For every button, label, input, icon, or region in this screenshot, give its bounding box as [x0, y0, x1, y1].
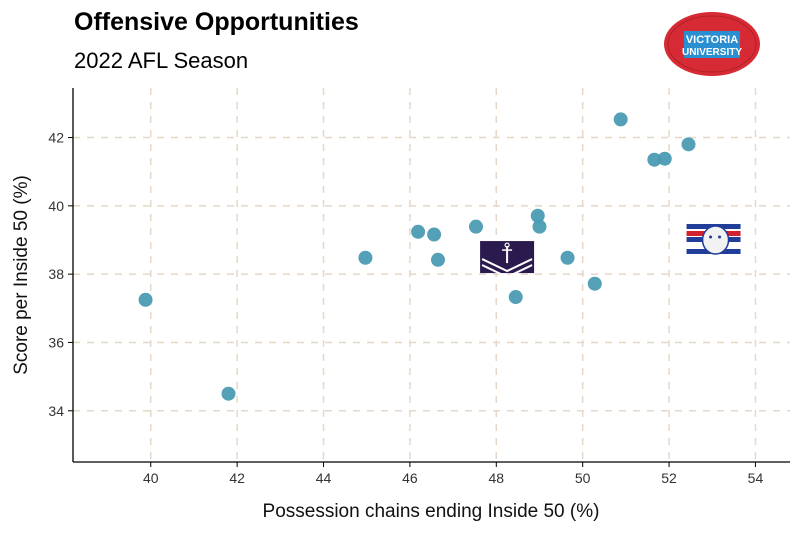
grid: [73, 88, 790, 462]
data-point: [532, 219, 547, 234]
chart-title: Offensive Opportunities: [74, 8, 359, 36]
data-point: [657, 151, 672, 166]
y-tick-label: 34: [48, 403, 64, 419]
chart-subtitle: 2022 AFL Season: [74, 48, 249, 73]
y-tick-label: 42: [48, 130, 64, 146]
x-tick-label: 40: [143, 470, 159, 486]
data-point: [221, 386, 236, 401]
fremantle-logo: [480, 241, 535, 279]
data-point: [587, 276, 602, 291]
y-tick-label: 38: [48, 266, 64, 282]
x-tick-label: 54: [748, 470, 764, 486]
y-tick-label: 40: [48, 198, 64, 214]
x-tick-label: 44: [316, 470, 332, 486]
data-point: [560, 250, 575, 265]
data-point: [508, 290, 523, 305]
data-point: [427, 227, 442, 242]
data-point: [613, 112, 628, 127]
data-point: [681, 137, 696, 152]
x-tick-label: 50: [575, 470, 591, 486]
x-tick-label: 46: [402, 470, 418, 486]
data-points: [138, 112, 696, 401]
data-point: [358, 250, 373, 265]
x-axis-label: Possession chains ending Inside 50 (%): [263, 501, 600, 522]
y-axis-label: Score per Inside 50 (%): [11, 175, 32, 375]
x-tick-label: 42: [229, 470, 245, 486]
ticks: 40 42 44 46 48 50 52 54 34 36 38 40 42: [48, 130, 763, 486]
x-tick-label: 48: [489, 470, 505, 486]
data-point: [530, 208, 545, 223]
team-logos: [480, 223, 741, 279]
data-point: [138, 292, 153, 307]
y-tick-label: 36: [48, 334, 64, 350]
data-point: [468, 219, 483, 234]
data-point: [430, 252, 445, 267]
vu-logo-line1: VICTORIA: [686, 34, 738, 46]
data-point: [647, 152, 662, 167]
victoria-university-logo: VICTORIA UNIVERSITY: [664, 12, 760, 76]
vu-logo-line2: UNIVERSITY: [682, 47, 742, 58]
x-tick-label: 52: [661, 470, 677, 486]
western-bulldogs-logo: [686, 223, 741, 256]
data-point: [411, 224, 426, 239]
